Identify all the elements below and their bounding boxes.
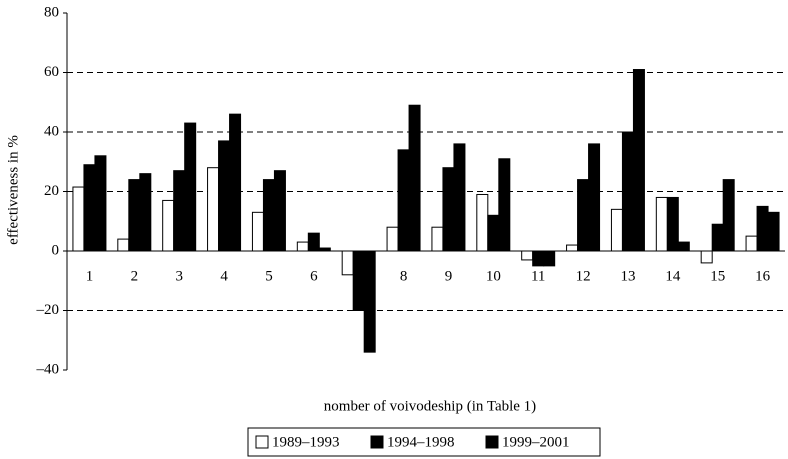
y-axis-label: effectiveness in % xyxy=(5,135,21,245)
bar xyxy=(408,104,421,252)
x-tick-label: 12 xyxy=(576,268,591,284)
bar xyxy=(128,179,141,252)
bar xyxy=(184,122,197,252)
bar xyxy=(139,173,152,252)
x-tick-label: 10 xyxy=(486,268,501,284)
bar xyxy=(655,196,668,252)
bar xyxy=(745,235,758,252)
bar xyxy=(476,193,489,252)
bar xyxy=(521,250,534,261)
legend-swatch xyxy=(485,435,499,449)
legend-label: 1994–1998 xyxy=(387,434,455,450)
bar xyxy=(498,158,511,252)
bar xyxy=(72,186,85,252)
y-tick-label: –20 xyxy=(36,302,60,318)
bar xyxy=(532,250,545,267)
x-tick-label: 14 xyxy=(665,268,681,284)
y-tick-label: 20 xyxy=(44,183,59,199)
bar xyxy=(453,143,466,252)
bar xyxy=(677,241,690,252)
x-tick-label: 1 xyxy=(86,268,94,284)
x-tick-label: 9 xyxy=(445,268,453,284)
bar xyxy=(229,113,242,252)
x-axis-label: nomber of voivodeship (in Table 1) xyxy=(324,398,536,414)
y-tick-label: 60 xyxy=(44,64,59,80)
bar xyxy=(251,211,264,252)
bar xyxy=(566,244,579,252)
bar xyxy=(341,250,354,276)
bar xyxy=(397,149,410,252)
bar xyxy=(207,167,220,252)
bar xyxy=(352,250,365,311)
bar xyxy=(632,69,645,252)
bar xyxy=(722,179,735,252)
x-tick-label: 16 xyxy=(755,268,771,284)
bar xyxy=(386,226,399,252)
bar xyxy=(173,170,186,252)
bar xyxy=(218,140,231,252)
x-tick-label: 4 xyxy=(220,268,228,284)
bar xyxy=(431,226,444,252)
bar xyxy=(117,238,130,252)
bar xyxy=(711,223,724,252)
legend-box xyxy=(247,427,601,457)
x-tick-label: 3 xyxy=(175,268,183,284)
bar xyxy=(307,232,320,252)
y-tick-label: –40 xyxy=(36,361,60,377)
x-tick-label: 15 xyxy=(710,268,725,284)
x-tick-label: 5 xyxy=(265,268,273,284)
legend-label: 1999–2001 xyxy=(502,434,570,450)
legend-label: 1989–1993 xyxy=(272,434,340,450)
legend-swatch xyxy=(370,435,384,449)
legend-swatch xyxy=(255,435,269,449)
x-tick-label: 6 xyxy=(310,268,318,284)
bar xyxy=(767,211,780,252)
y-tick-label: 40 xyxy=(44,123,59,139)
bar xyxy=(487,214,500,252)
bar xyxy=(262,179,275,252)
bar xyxy=(756,205,769,252)
bar xyxy=(318,247,331,252)
bar xyxy=(83,164,96,252)
bar xyxy=(162,199,175,252)
bar xyxy=(588,143,601,252)
bar xyxy=(700,250,713,264)
x-tick-label: 11 xyxy=(531,268,545,284)
y-tick-label: 0 xyxy=(52,242,60,258)
bar xyxy=(621,131,634,252)
bar xyxy=(543,250,556,267)
bar xyxy=(273,170,286,252)
bar xyxy=(442,167,455,252)
bar xyxy=(296,241,309,252)
x-tick-label: 8 xyxy=(400,268,408,284)
bar xyxy=(363,250,376,353)
y-tick-label: 80 xyxy=(44,4,59,20)
x-tick-label: 2 xyxy=(131,268,139,284)
bar xyxy=(610,208,623,252)
bar xyxy=(94,155,107,252)
bar xyxy=(577,179,590,252)
bar xyxy=(666,196,679,252)
x-tick-label: 13 xyxy=(620,268,635,284)
